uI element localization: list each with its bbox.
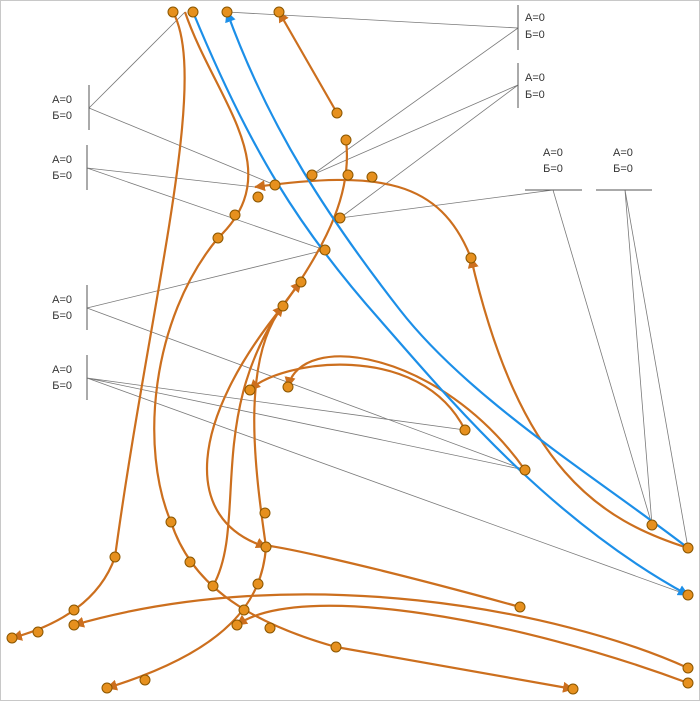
label-b: Б=0 — [52, 380, 72, 392]
label-b: Б=0 — [613, 163, 633, 175]
label-b: Б=0 — [543, 163, 563, 175]
label-b: Б=0 — [525, 29, 545, 41]
orange-curves — [10, 11, 689, 693]
label-b: Б=0 — [525, 89, 545, 101]
label-a: А=0 — [543, 147, 563, 159]
label-a: А=0 — [52, 154, 72, 166]
labels: А=0 Б=0 А=0 Б=0 А=0 Б=0 А=0 Б=0 А=0 Б=0 … — [52, 5, 652, 400]
label-b: Б=0 — [52, 170, 72, 182]
leader-lines — [86, 11, 689, 596]
label-a: А=0 — [525, 72, 545, 84]
label-a: А=0 — [613, 147, 633, 159]
label-a: А=0 — [52, 364, 72, 376]
nodes — [6, 6, 694, 695]
label-a: А=0 — [52, 294, 72, 306]
label-b: Б=0 — [52, 310, 72, 322]
blue-curves — [191, 10, 689, 596]
label-b: Б=0 — [52, 110, 72, 122]
label-a: А=0 — [525, 12, 545, 24]
label-a: А=0 — [52, 94, 72, 106]
